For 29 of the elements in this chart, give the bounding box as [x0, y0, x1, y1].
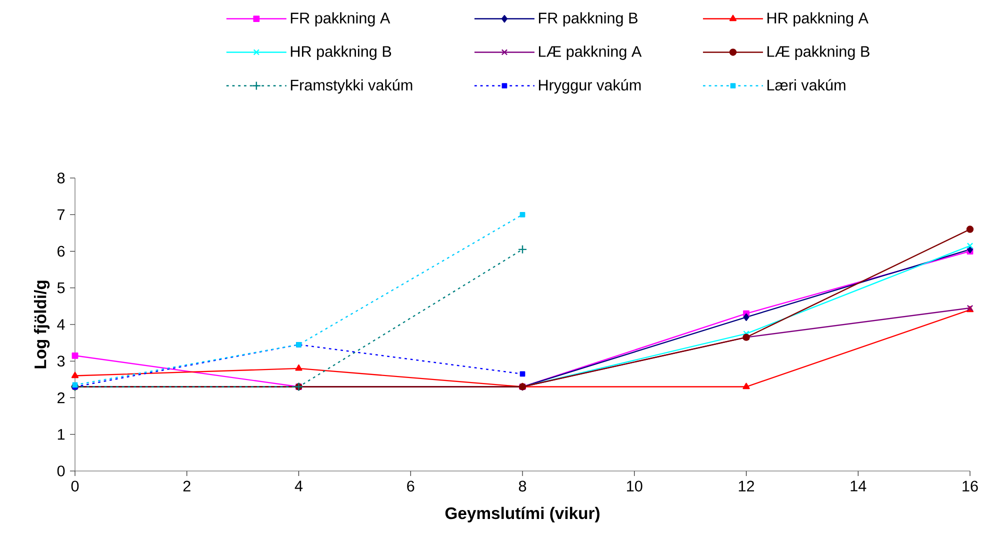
legend-label: HR pakkning A: [768, 12, 868, 27]
legend-label: FR pakkning B: [538, 12, 638, 27]
y-tick-label: 5: [57, 282, 65, 294]
legend-label: FR pakkning A: [290, 12, 390, 27]
x-tick-label: 10: [627, 480, 642, 492]
legend-label: Læri vakúm: [768, 79, 846, 91]
y-tick-label: 3: [57, 356, 65, 367]
x-tick-label: 0: [71, 480, 79, 492]
y-tick-label: 2: [58, 392, 65, 404]
y-tick-label: 8: [57, 172, 65, 184]
legend-label: LÆ pakkning A: [538, 46, 642, 60]
legend-label: HR pakkning B: [290, 46, 392, 60]
y-tick-label: 7: [58, 209, 65, 220]
x-tick-label: 16: [962, 480, 978, 492]
x-tick-label: 6: [407, 480, 414, 492]
legend-label: LÆ pakkning B: [768, 46, 870, 60]
x-tick-label: 14: [850, 480, 866, 492]
legend-label: Framstykki vakúm: [290, 79, 412, 94]
x-tick-label: 4: [294, 480, 303, 492]
x-tick-label: 8: [518, 480, 526, 492]
y-tick-label: 4: [57, 319, 65, 330]
y-tick-label: 6: [58, 246, 65, 257]
x-axis-title: Geymslutími (vikur): [445, 506, 600, 522]
y-tick-label: 1: [58, 429, 65, 440]
x-tick-label: 2: [183, 480, 190, 492]
legend-label: Hryggur vakúm: [538, 79, 641, 94]
y-axis-title: Log fjöldi/g: [34, 280, 50, 368]
x-tick-label: 12: [738, 480, 754, 492]
y-tick-label: 0: [57, 466, 65, 476]
